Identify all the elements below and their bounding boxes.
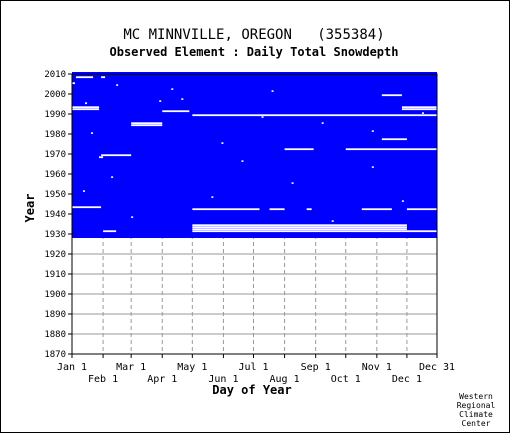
missing-segment (192, 114, 437, 117)
missing-day (221, 142, 224, 144)
missing-segment (72, 206, 102, 209)
missing-segment (381, 138, 407, 141)
y-tick-label: 1960 (44, 170, 66, 180)
missing-day (401, 200, 404, 202)
missing-segment (192, 226, 407, 229)
y-tick-label: 1990 (44, 110, 66, 120)
missing-segment (284, 148, 314, 151)
missing-segment (381, 94, 402, 97)
missing-segment (401, 106, 437, 109)
missing-segment (162, 110, 190, 113)
x-tick-label: Jan 1 (57, 362, 87, 373)
credit-line-4: Center (462, 419, 491, 428)
missing-segment (131, 122, 163, 125)
chart-title: MC MINNVILLE, OREGON (355384) (123, 27, 384, 43)
missing-segment (192, 208, 260, 211)
missing-day (321, 122, 324, 124)
y-tick-label: 1970 (44, 150, 66, 160)
missing-day (171, 88, 174, 90)
y-tick-label: 1980 (44, 130, 66, 140)
missing-segment (85, 102, 88, 105)
credit-line-3: Climate (459, 410, 493, 419)
y-tick-label: 1930 (44, 230, 66, 240)
missing-segment (406, 208, 437, 211)
missing-segment (76, 76, 94, 79)
missing-segment (101, 76, 106, 79)
missing-day (331, 220, 334, 222)
missing-segment (192, 224, 407, 227)
credit-line-2: Regional (457, 401, 496, 410)
missing-day (159, 100, 162, 102)
y-tick-label: 1890 (44, 310, 66, 320)
missing-segment (101, 154, 132, 157)
missing-day (131, 216, 134, 218)
missing-segment (103, 230, 117, 233)
x-tick-label: Aug 1 (270, 374, 300, 385)
x-tick-label: Apr 1 (147, 374, 177, 385)
missing-segment (269, 208, 285, 211)
chart-subtitle: Observed Element : Daily Total Snowdepth (110, 45, 399, 59)
y-tick-label: 1950 (44, 190, 66, 200)
x-tick-label: May 1 (177, 362, 207, 373)
data-coverage-year (72, 232, 437, 234)
x-tick-label: Jun 1 (208, 374, 238, 385)
missing-day (111, 176, 114, 178)
y-tick-label: 2010 (44, 70, 66, 80)
x-tick-label: Jul 1 (238, 362, 268, 373)
missing-segment (131, 124, 163, 127)
y-tick-label: 1870 (44, 350, 66, 360)
missing-segment (192, 230, 437, 233)
y-tick-label: 1880 (44, 330, 66, 340)
missing-day (261, 116, 264, 118)
missing-day (116, 84, 119, 86)
data-coverage (72, 72, 437, 232)
missing-segment (72, 108, 100, 111)
credit-line-1: Western (459, 392, 493, 401)
y-tick-label: 1910 (44, 270, 66, 280)
x-tick-label: Dec 1 (392, 374, 422, 385)
missing-day (83, 190, 86, 192)
missing-day (181, 98, 184, 100)
missing-day (421, 112, 424, 114)
x-tick-label: Mar 1 (116, 362, 146, 373)
data-coverage-year (72, 236, 437, 238)
missing-day (291, 182, 294, 184)
y-axis-label: Year (23, 194, 37, 223)
missing-segment (345, 148, 437, 151)
missing-segment (72, 82, 76, 85)
missing-segment (401, 108, 437, 111)
x-tick-label: Sep 1 (301, 362, 331, 373)
missing-segment (72, 106, 100, 109)
missing-segment (99, 156, 104, 159)
x-tick-label: Dec 31 (419, 362, 455, 373)
missing-day (271, 90, 274, 92)
y-tick-label: 2000 (44, 90, 66, 100)
missing-day (211, 196, 214, 198)
credit-block: Western Regional Climate Center (457, 392, 496, 428)
y-tick-label: 1900 (44, 290, 66, 300)
missing-day (91, 132, 94, 134)
x-axis-label: Day of Year (212, 383, 291, 397)
missing-segment (361, 208, 392, 211)
data-coverage-year (72, 234, 437, 236)
x-tick-label: Oct 1 (331, 374, 361, 385)
y-tick-label: 1940 (44, 210, 66, 220)
plot-area: 1870 1880 1890 1900 1910 1920 1930 1940 1950 1960… (44, 70, 455, 385)
x-tick-label: Feb 1 (88, 374, 118, 385)
missing-segment (192, 228, 407, 231)
x-tick-label: Nov 1 (362, 362, 392, 373)
missing-day (371, 166, 374, 168)
missing-segment (306, 208, 312, 211)
y-tick-label: 1920 (44, 250, 66, 260)
missing-day (241, 160, 244, 162)
missing-day (371, 130, 374, 132)
